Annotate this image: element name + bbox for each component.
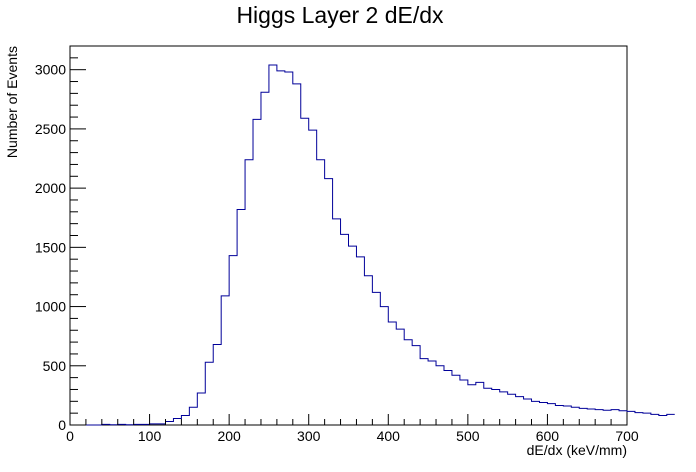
histogram-bin (428, 361, 436, 425)
histogram-bin (595, 410, 603, 425)
histogram-bin (277, 71, 285, 425)
histogram-bin (380, 307, 388, 425)
histogram-bin (293, 84, 301, 425)
histogram-bin (197, 393, 205, 425)
x-tick-label: 0 (66, 428, 74, 444)
histogram-bin (532, 401, 540, 425)
histogram-bin (118, 424, 126, 425)
histogram-bin (452, 375, 460, 425)
histogram-bin (611, 410, 619, 425)
histogram-bin (492, 389, 500, 425)
histogram-bin (237, 209, 245, 425)
x-tick-label: 400 (377, 428, 401, 444)
histogram-bin (555, 405, 563, 425)
histogram-bin (205, 362, 213, 425)
histogram-bin (627, 411, 635, 425)
histogram-bin (539, 402, 547, 425)
histogram-bin (603, 410, 611, 425)
histogram-bin (571, 407, 579, 425)
histogram-bin (364, 276, 372, 425)
x-tick-label: 200 (217, 428, 241, 444)
x-tick-label: 500 (456, 428, 480, 444)
histogram-bin (356, 257, 364, 425)
histogram-bin (516, 397, 524, 425)
histogram-bin (181, 416, 189, 425)
histogram-bin (158, 424, 166, 425)
x-tick-label: 600 (536, 428, 560, 444)
histogram-bin (142, 424, 150, 425)
histogram-bin (396, 329, 404, 425)
histogram-bin (301, 118, 309, 425)
histogram-bin (635, 413, 643, 425)
histogram-bin (547, 404, 555, 425)
histogram-bin (436, 366, 444, 425)
chart-title: Higgs Layer 2 dE/dx (236, 2, 444, 28)
histogram-bin (667, 414, 675, 425)
histogram-bin (659, 416, 667, 425)
histogram-bin (213, 344, 221, 425)
histogram-bin (229, 256, 237, 425)
histogram-bin (150, 424, 158, 425)
histogram-bin (460, 380, 468, 425)
histogram-bin (285, 72, 293, 425)
histogram-bin (420, 359, 428, 425)
histogram-bin (349, 246, 357, 425)
histogram-bin (388, 322, 396, 425)
x-tick-label: 300 (297, 428, 321, 444)
histogram-bin (341, 234, 349, 425)
histogram-bin (134, 424, 142, 425)
x-axis-label: dE/dx (keV/mm) (527, 442, 627, 458)
histogram-series (70, 64, 675, 426)
histogram-bin (524, 399, 532, 425)
histogram-bin (325, 179, 333, 425)
histogram-bin (619, 411, 627, 425)
histogram-bin (444, 371, 452, 425)
y-tick-label: 1000 (35, 299, 66, 315)
histogram-bin (173, 418, 181, 425)
histogram-bin (412, 346, 420, 425)
histogram-bin (372, 292, 380, 425)
histogram-bin (309, 130, 317, 425)
histogram-bin (261, 92, 269, 425)
y-tick-label: 0 (58, 417, 66, 433)
y-tick-label: 2500 (35, 121, 66, 137)
histogram-outline (70, 64, 675, 426)
histogram-bin (404, 340, 412, 425)
histogram-bin (651, 414, 659, 425)
histogram-bin (587, 409, 595, 425)
histogram-bin (165, 421, 173, 425)
y-axis-ticks: 0 500 1000 1500 2000 2500 3000 (35, 45, 86, 433)
histogram-bin (563, 406, 571, 425)
histogram-bin (500, 392, 508, 425)
histogram-bin (253, 119, 261, 425)
y-axis-label: Number of Events (4, 46, 20, 158)
y-tick-label: 500 (43, 358, 67, 374)
y-tick-label: 2000 (35, 180, 66, 196)
histogram-bin (468, 385, 476, 425)
x-tick-label: 700 (615, 428, 639, 444)
histogram-bin (333, 219, 341, 425)
histogram-bin (476, 382, 484, 425)
y-tick-label: 3000 (35, 62, 66, 78)
histogram-bin (189, 407, 197, 425)
y-tick-label: 1500 (35, 239, 66, 255)
histogram-bin (317, 160, 325, 425)
histogram-bin (643, 413, 651, 425)
histogram-bin (508, 394, 516, 425)
histogram-bin (221, 296, 229, 425)
x-axis-ticks: 0 100 200 300 400 500 600 700 (66, 414, 639, 444)
histogram-bin (245, 160, 253, 425)
histogram-bin (102, 424, 110, 425)
x-tick-label: 100 (138, 428, 162, 444)
histogram-bin (269, 65, 277, 425)
histogram-bin (484, 388, 492, 425)
histogram-bin (579, 408, 587, 425)
